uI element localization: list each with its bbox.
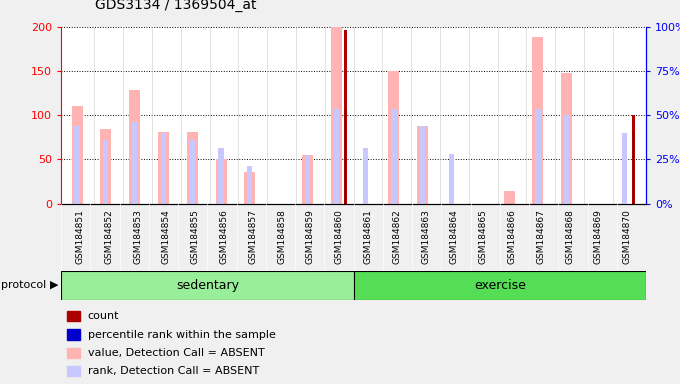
Bar bbox=[633, 131, 634, 204]
Text: GSM184863: GSM184863 bbox=[421, 209, 430, 264]
Bar bbox=[187, 132, 198, 204]
Bar bbox=[190, 140, 195, 204]
Bar bbox=[305, 155, 310, 204]
Bar bbox=[244, 172, 256, 204]
Bar bbox=[331, 27, 342, 204]
Bar bbox=[449, 154, 454, 204]
Text: GSM184864: GSM184864 bbox=[450, 209, 459, 264]
Text: count: count bbox=[88, 311, 119, 321]
Text: GSM184870: GSM184870 bbox=[623, 209, 632, 264]
Bar bbox=[248, 166, 252, 204]
Bar bbox=[67, 311, 80, 321]
Bar bbox=[302, 155, 313, 204]
Text: GSM184852: GSM184852 bbox=[104, 209, 114, 264]
Bar bbox=[418, 126, 428, 204]
Bar bbox=[345, 109, 346, 204]
Bar bbox=[67, 366, 80, 376]
Text: GSM184861: GSM184861 bbox=[364, 209, 373, 264]
Text: GSM184853: GSM184853 bbox=[133, 209, 142, 264]
Text: GSM184859: GSM184859 bbox=[306, 209, 315, 264]
Bar bbox=[74, 126, 80, 204]
Text: exercise: exercise bbox=[474, 279, 526, 291]
Text: GSM184862: GSM184862 bbox=[392, 209, 401, 264]
Text: GSM184851: GSM184851 bbox=[75, 209, 84, 264]
Text: sedentary: sedentary bbox=[176, 279, 239, 291]
Text: GSM184869: GSM184869 bbox=[594, 209, 603, 264]
Bar bbox=[388, 71, 399, 204]
Bar bbox=[354, 271, 646, 300]
Text: GSM184866: GSM184866 bbox=[507, 209, 517, 264]
Bar bbox=[132, 122, 137, 204]
Bar bbox=[535, 109, 541, 204]
Text: GSM184867: GSM184867 bbox=[537, 209, 545, 264]
Bar bbox=[101, 129, 112, 204]
Bar bbox=[334, 109, 339, 204]
Bar bbox=[362, 148, 368, 204]
Text: GSM184855: GSM184855 bbox=[190, 209, 200, 264]
Text: GSM184854: GSM184854 bbox=[162, 209, 171, 264]
Text: GSM184860: GSM184860 bbox=[335, 209, 343, 264]
Bar bbox=[420, 126, 425, 204]
Text: value, Detection Call = ABSENT: value, Detection Call = ABSENT bbox=[88, 348, 265, 358]
Bar bbox=[391, 109, 396, 204]
Text: GSM184856: GSM184856 bbox=[220, 209, 228, 264]
Bar bbox=[158, 132, 169, 204]
Bar bbox=[67, 329, 80, 340]
Text: GSM184868: GSM184868 bbox=[565, 209, 574, 264]
Text: percentile rank within the sample: percentile rank within the sample bbox=[88, 329, 275, 339]
Text: GSM184858: GSM184858 bbox=[277, 209, 286, 264]
Bar bbox=[622, 133, 627, 204]
Bar bbox=[532, 38, 543, 204]
Bar bbox=[61, 271, 354, 300]
Text: GSM184857: GSM184857 bbox=[248, 209, 257, 264]
Bar bbox=[216, 159, 226, 204]
Bar bbox=[504, 191, 515, 204]
Text: rank, Detection Call = ABSENT: rank, Detection Call = ABSENT bbox=[88, 366, 259, 376]
Text: ▶: ▶ bbox=[50, 280, 58, 290]
Bar bbox=[564, 115, 569, 204]
Bar bbox=[161, 133, 166, 204]
Text: GSM184865: GSM184865 bbox=[479, 209, 488, 264]
Bar bbox=[71, 106, 82, 204]
Bar bbox=[129, 91, 140, 204]
Bar bbox=[561, 73, 573, 204]
Bar bbox=[218, 148, 224, 204]
Bar bbox=[103, 140, 108, 204]
Text: protocol: protocol bbox=[1, 280, 46, 290]
Bar bbox=[67, 348, 80, 358]
Text: GDS3134 / 1369504_at: GDS3134 / 1369504_at bbox=[95, 0, 257, 12]
Bar bbox=[344, 30, 347, 204]
Bar bbox=[632, 115, 635, 204]
